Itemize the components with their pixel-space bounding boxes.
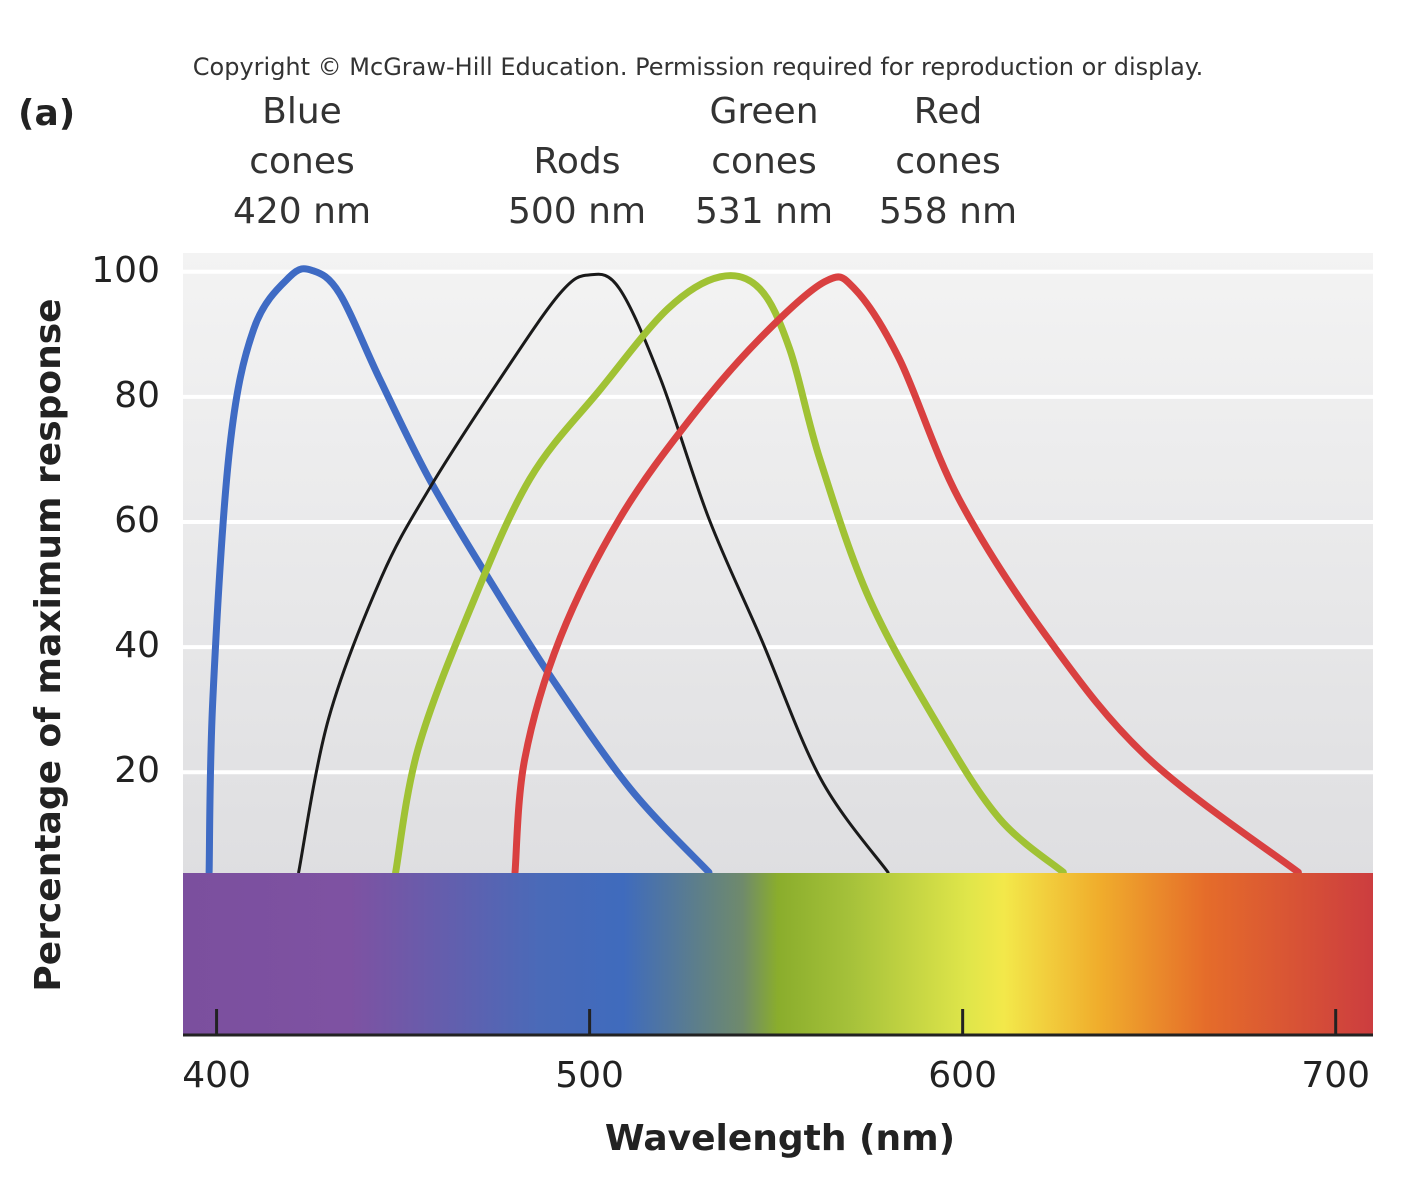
x-tick-label: 600: [928, 1055, 997, 1096]
y-axis-label: Percentage of maximum response: [28, 298, 69, 991]
annotation-line: Rods: [533, 141, 620, 182]
y-tick-label: 100: [91, 250, 160, 291]
annotation-line: 500 nm: [508, 191, 646, 232]
annotation-line: Green: [709, 91, 818, 132]
y-tick-label: 20: [114, 750, 160, 791]
annotation-line: cones: [711, 141, 817, 182]
annotation-line: 531 nm: [695, 191, 833, 232]
x-tick-label: 400: [182, 1055, 251, 1096]
y-tick-label: 40: [114, 625, 160, 666]
spectrum-bar: [183, 873, 1373, 1035]
annotation-line: Red: [914, 91, 982, 132]
annotation-line: 420 nm: [233, 191, 371, 232]
y-tick-label: 60: [114, 500, 160, 541]
copyright: Copyright © McGraw-Hill Education. Permi…: [193, 53, 1203, 81]
response-curve: [297, 272, 890, 874]
x-axis-label: Wavelength (nm): [605, 1118, 955, 1159]
response-curve: [392, 272, 1067, 876]
annotation-line: 558 nm: [879, 191, 1017, 232]
response-curve: [205, 265, 713, 876]
x-tick-label: 500: [555, 1055, 624, 1096]
response-curve: [511, 273, 1302, 876]
annotation-line: cones: [249, 141, 355, 182]
annotation-line: Blue: [262, 91, 342, 132]
x-tick-label: 700: [1301, 1055, 1370, 1096]
panel-label: (a): [18, 93, 75, 134]
y-tick-label: 80: [114, 375, 160, 416]
annotation-line: cones: [895, 141, 1001, 182]
